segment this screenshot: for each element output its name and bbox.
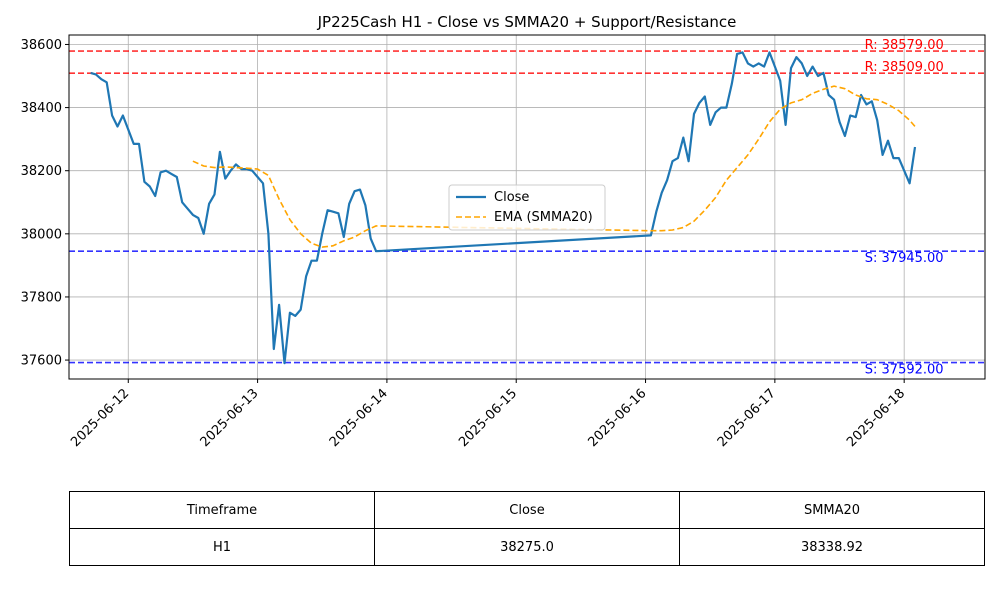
summary-table: Timeframe Close SMMA20 H1 38275.0 38338.…: [69, 491, 985, 566]
x-tick-label: 2025-06-17: [715, 386, 779, 450]
x-tick-label: 2025-06-15: [456, 386, 520, 450]
y-tick-label: 38200: [21, 164, 62, 179]
x-tick-label: 2025-06-16: [586, 386, 650, 450]
x-tick-label: 2025-06-13: [198, 386, 262, 450]
table-cell-smma20: 38338.92: [679, 528, 985, 566]
resistance-level-label: R: 38579.00: [865, 38, 944, 53]
plot-frame: [68, 34, 986, 380]
y-tick-label: 38000: [21, 227, 62, 242]
table-cell-timeframe: H1: [69, 528, 375, 566]
support-level-label: S: 37592.00: [865, 363, 944, 378]
y-tick-label: 38400: [21, 101, 62, 116]
smma20-line: [192, 85, 916, 248]
chart-title: JP225Cash H1 - Close vs SMMA20 + Support…: [317, 13, 737, 31]
table-header-timeframe: Timeframe: [69, 491, 375, 529]
x-tick-label: 2025-06-18: [844, 386, 908, 450]
y-tick-label: 38600: [21, 38, 62, 53]
support-level-label: S: 37945.00: [865, 251, 944, 266]
legend: Close EMA (SMMA20): [448, 184, 606, 231]
legend-close-label: Close: [494, 190, 529, 205]
close-price-line: [90, 51, 917, 365]
y-tick-label: 37600: [21, 354, 62, 369]
x-tick-label: 2025-06-12: [68, 386, 132, 450]
table-header-close: Close: [374, 491, 680, 529]
x-tick-label: 2025-06-14: [327, 386, 391, 450]
level-label-layer: R: 38579.00 R: 38509.00 S: 37945.00 S: 3759…: [865, 38, 944, 377]
table-cell-close: 38275.0: [374, 528, 680, 566]
series-layer: [90, 51, 917, 365]
legend-box: [448, 184, 606, 231]
table-header-smma20: SMMA20: [679, 491, 985, 529]
legend-smma-label: EMA (SMMA20): [494, 210, 593, 225]
table-header-row: Timeframe Close SMMA20: [69, 491, 985, 529]
resistance-level-label: R: 38509.00: [865, 60, 944, 75]
table-row: H1 38275.0 38338.92: [69, 528, 985, 566]
y-tick-label: 37800: [21, 290, 62, 305]
